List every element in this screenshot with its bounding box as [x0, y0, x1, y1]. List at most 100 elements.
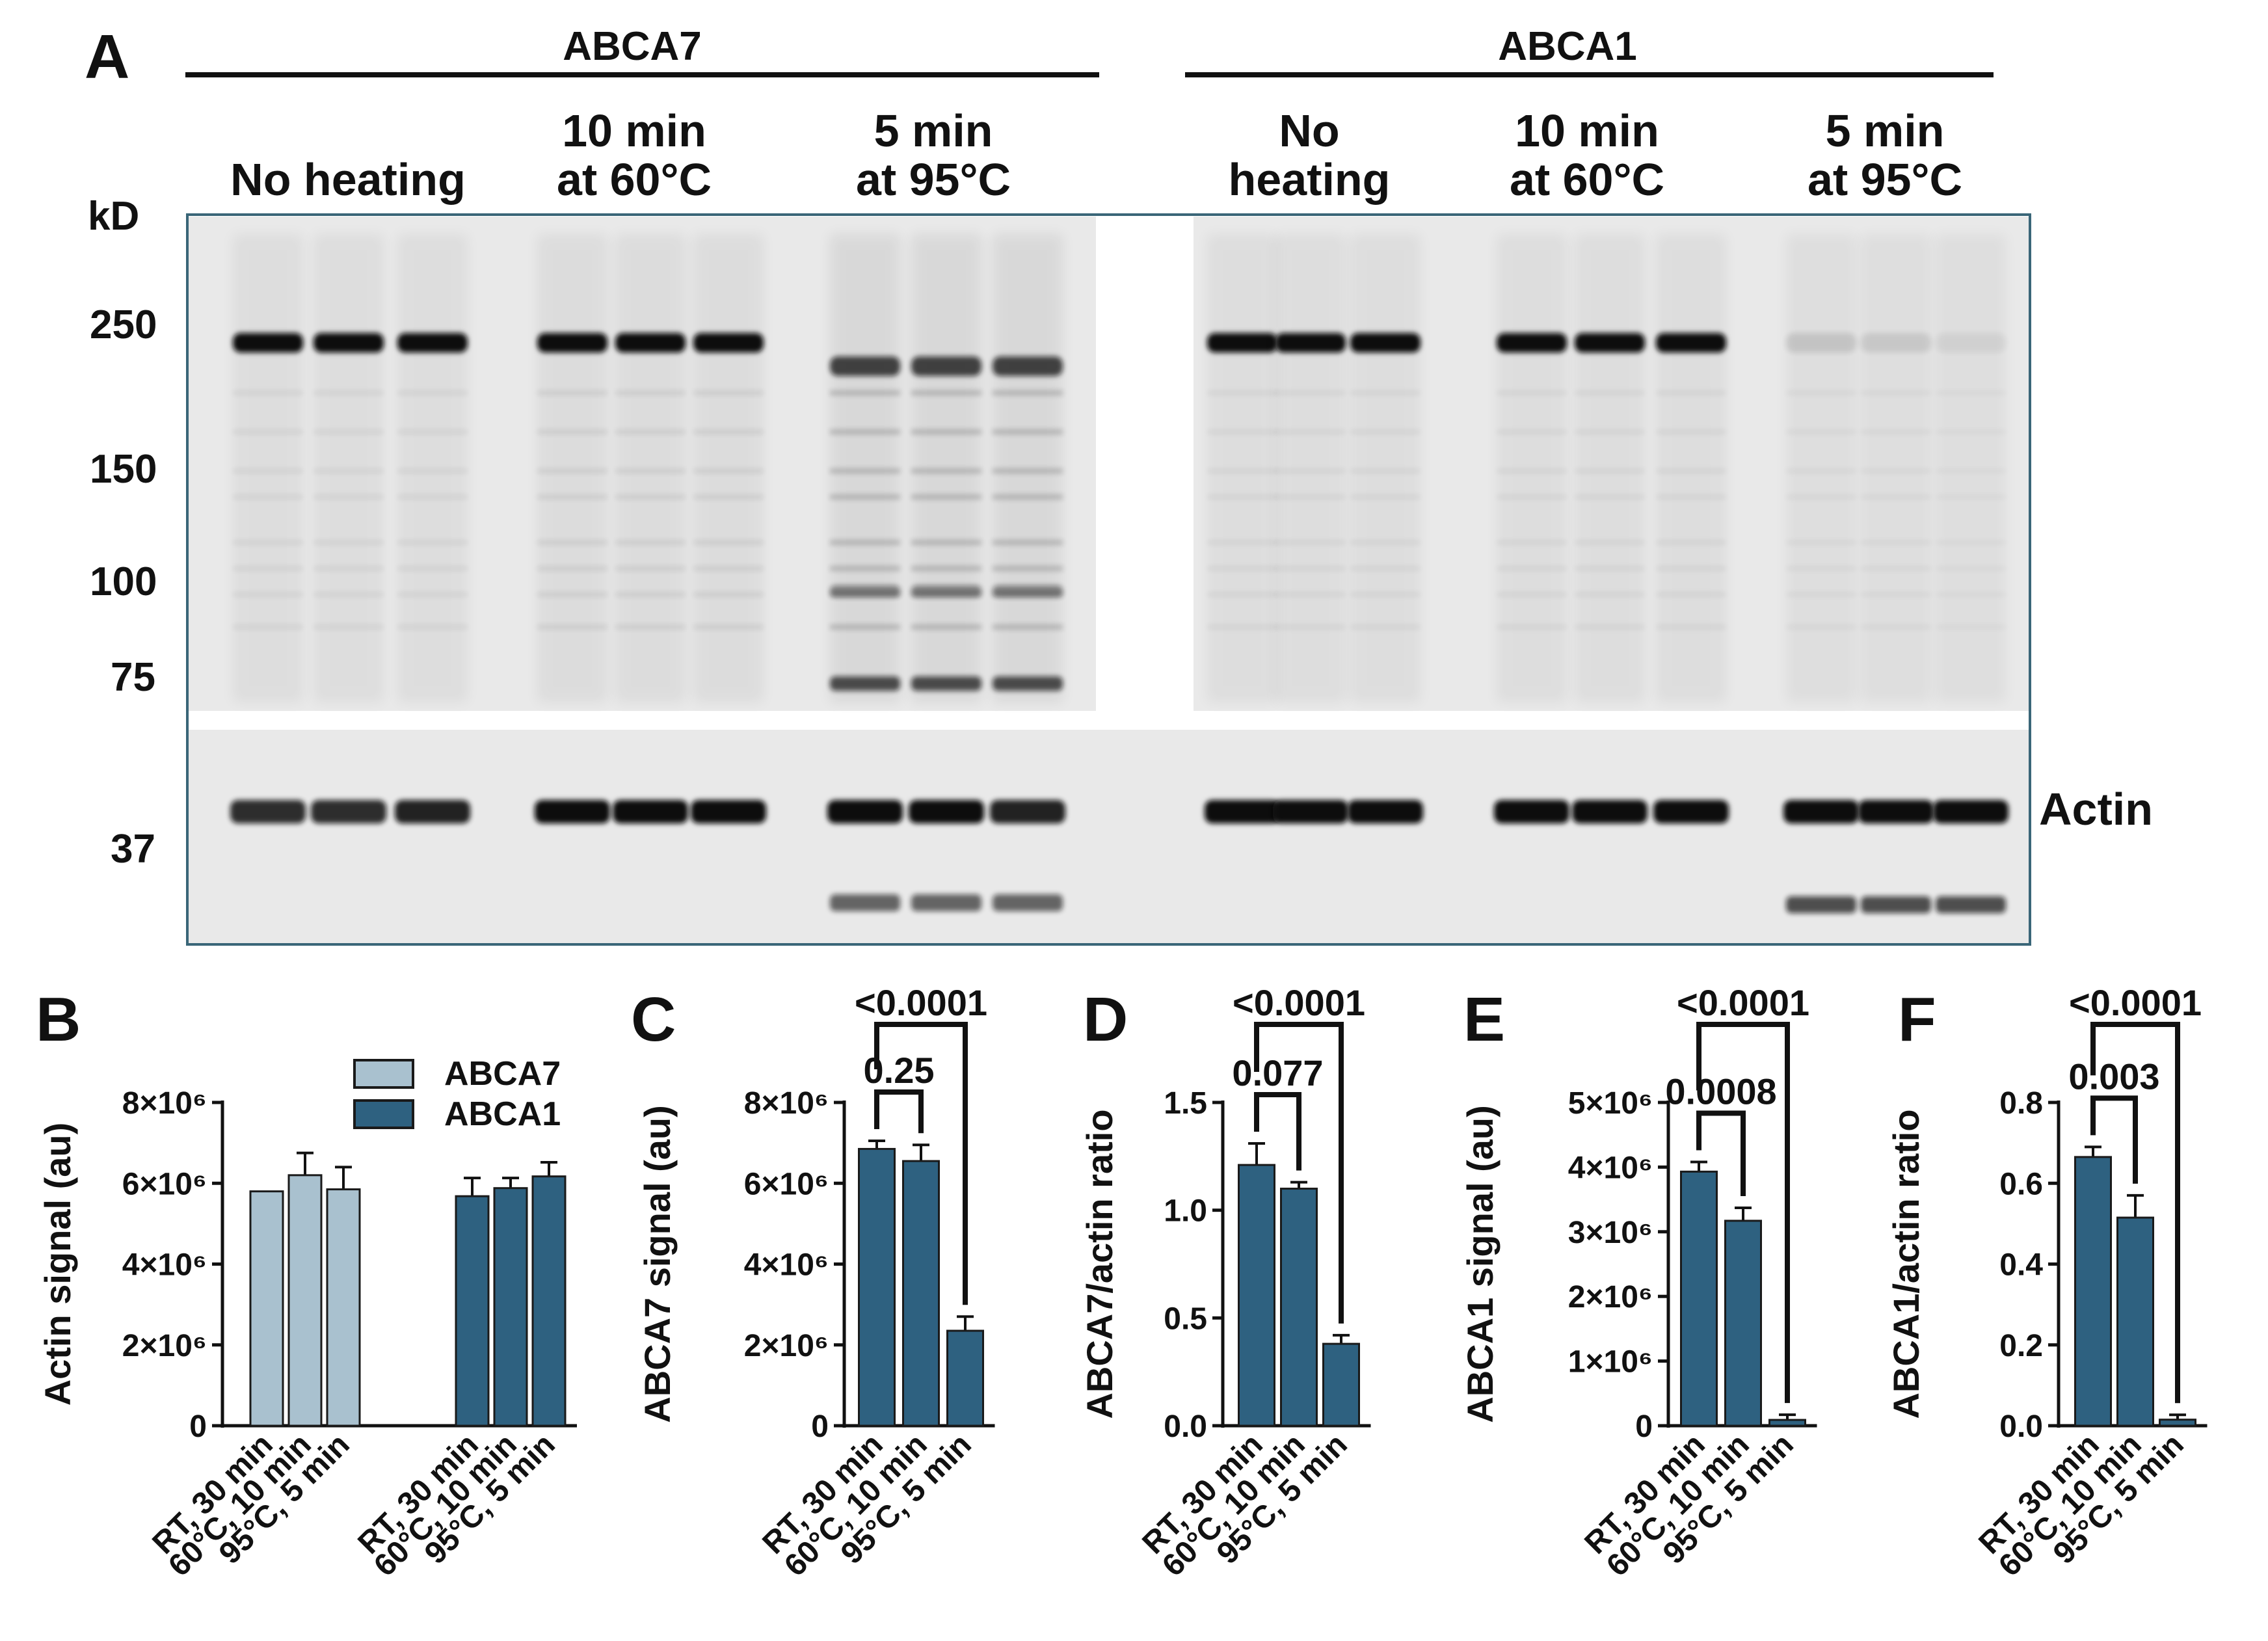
p-value-label: <0.0001	[1233, 982, 1365, 1023]
lane-minor-band	[1936, 468, 2006, 474]
lane-main-band	[1575, 333, 1645, 353]
lane-minor-band	[830, 390, 900, 395]
lane-minor-band	[1575, 566, 1645, 571]
lane-minor-band	[1207, 624, 1277, 630]
p-value-label: <0.0001	[1677, 982, 1809, 1023]
bar	[326, 1188, 361, 1427]
lane-minor-band	[1350, 494, 1421, 500]
lane-main-band	[1786, 333, 1856, 353]
lane-minor-band	[1861, 429, 1931, 434]
lane-minor-band	[1275, 468, 1346, 474]
lane-minor-band	[1207, 592, 1277, 597]
lane-main-band	[397, 333, 468, 353]
p-value-label: 0.077	[1232, 1052, 1323, 1093]
lane-minor-band	[1936, 390, 2006, 395]
y-tick-label: 4×10⁶	[744, 1248, 829, 1283]
lane-actin-band	[1273, 800, 1348, 823]
lane-actin-band	[230, 800, 306, 823]
cond-abca7-60c-line2: at 60°C	[557, 154, 712, 205]
lane-main-band	[1350, 333, 1421, 353]
lane-main-band	[993, 356, 1063, 376]
lane-minor-band	[233, 390, 303, 395]
bar	[493, 1187, 528, 1427]
lane-75kd-band	[830, 676, 900, 691]
legend-label: ABCA7	[444, 1055, 561, 1093]
cond-abca1-95c-line1: 5 min	[1826, 105, 1945, 156]
lane-minor-band	[1786, 494, 1856, 500]
group-label-abca1: ABCA1	[1498, 24, 1637, 69]
lane-75kd-band	[911, 676, 981, 691]
y-tick-label: 0	[189, 1409, 207, 1444]
lane-lower-actin-band	[1861, 896, 1931, 913]
lane-minor-band	[1207, 429, 1277, 434]
bar	[1768, 1419, 1806, 1427]
lane-lower-actin-band	[1936, 896, 2006, 913]
lane-minor-band	[1575, 429, 1645, 434]
lane-minor-band	[615, 592, 686, 597]
lane-actin-band	[827, 800, 903, 823]
cond-abca7-60c-line1: 10 min	[562, 105, 706, 156]
lane-minor-band	[1656, 540, 1726, 545]
lane-actin-band	[1494, 800, 1569, 823]
panel-a-western-blot: A ABCA7 ABCA1 No heating 10 min at 60°C …	[85, 22, 2153, 946]
blot-lanes	[230, 234, 2008, 913]
lane-minor-band	[1575, 468, 1645, 474]
lane-actin-band	[1348, 800, 1423, 823]
mw-37: 37	[111, 827, 155, 872]
lane-minor-band	[1275, 390, 1346, 395]
lane-minor-band	[1861, 390, 1931, 395]
lane-actin-band	[691, 800, 766, 823]
lane-actin-band	[1572, 800, 1648, 823]
bar	[2116, 1216, 2154, 1427]
lane-actin-band	[909, 800, 984, 823]
bar	[249, 1190, 284, 1427]
lane-minor-band	[537, 624, 607, 630]
panel-letter: E	[1463, 985, 1505, 1054]
lane-main-band	[314, 333, 384, 353]
lane-minor-band	[1207, 540, 1277, 545]
lane-lower-actin-band	[993, 894, 1063, 911]
y-tick-label: 0	[811, 1409, 829, 1444]
y-tick-label: 0.0	[1164, 1409, 1207, 1444]
y-tick-label: 1×10⁶	[1568, 1345, 1653, 1380]
lane-minor-band	[615, 566, 686, 571]
lane-minor-band	[1207, 494, 1277, 500]
y-axis-label: ABCA7/actin ratio	[1079, 1109, 1120, 1419]
lane-minor-band	[314, 468, 384, 474]
lane-minor-band	[1656, 566, 1726, 571]
mw-100: 100	[90, 559, 157, 604]
lane-minor-band	[537, 592, 607, 597]
lane-minor-band	[1861, 566, 1931, 571]
y-tick-label: 6×10⁶	[744, 1167, 829, 1201]
lane-minor-band	[693, 429, 764, 434]
panel-letter: F	[1898, 985, 1936, 1054]
cond-abca7-no-heating: No heating	[230, 154, 466, 205]
y-tick-label: 1.5	[1164, 1086, 1207, 1121]
lane-minor-band	[830, 494, 900, 500]
legend-swatch	[353, 1059, 414, 1089]
lane-minor-band	[1575, 390, 1645, 395]
y-tick-label: 0	[1635, 1409, 1653, 1444]
lane-minor-band	[615, 468, 686, 474]
lane-minor-band	[830, 468, 900, 474]
y-axis-label: ABCA1 signal (au)	[1460, 1105, 1501, 1423]
lane-minor-band	[1786, 624, 1856, 630]
y-tick-label: 0.8	[1999, 1086, 2043, 1121]
lane-main-band	[911, 356, 981, 376]
lane-minor-band	[233, 540, 303, 545]
actin-label: Actin	[2039, 784, 2153, 834]
lane-minor-band	[693, 592, 764, 597]
lane-minor-band	[1656, 592, 1726, 597]
y-tick-label: 5×10⁶	[1568, 1086, 1653, 1121]
lane-minor-band	[1936, 566, 2006, 571]
lane-minor-band	[314, 566, 384, 571]
lane-minor-band	[1936, 429, 2006, 434]
lane-actin-band	[535, 800, 610, 823]
panel-letter: C	[631, 985, 676, 1054]
lane-minor-band	[693, 624, 764, 630]
lane-minor-band	[911, 390, 981, 395]
lane-minor-band	[1350, 468, 1421, 474]
lane-minor-band	[1497, 390, 1567, 395]
lane-minor-band	[1575, 592, 1645, 597]
